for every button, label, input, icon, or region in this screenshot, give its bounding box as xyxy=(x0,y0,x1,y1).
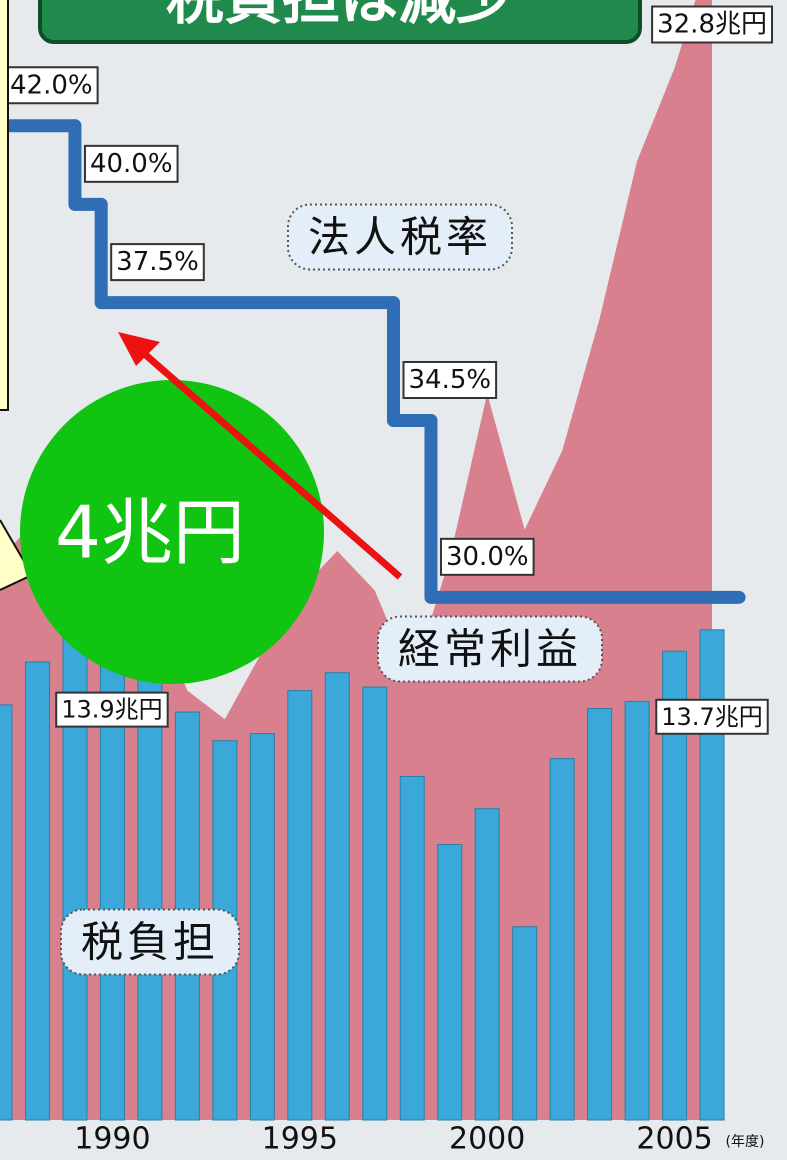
bar xyxy=(662,650,688,1121)
series-label: 経常利益 xyxy=(398,625,582,674)
series-label-box xyxy=(376,615,604,683)
chart-title: 税負担は減少 xyxy=(166,0,514,32)
bar xyxy=(24,661,50,1121)
bar-value-label: 13.7兆円 xyxy=(661,703,762,731)
area-value-label: 32.8兆円 xyxy=(657,10,767,40)
x-tick-label: 1990 xyxy=(74,1122,150,1157)
area-value-label-box xyxy=(651,5,774,44)
annotation-arrowhead xyxy=(118,332,160,366)
step-value-label: 37.5% xyxy=(116,247,199,277)
bar xyxy=(437,843,463,1121)
step-value-label-box xyxy=(439,537,535,576)
bar xyxy=(362,686,388,1121)
bar xyxy=(249,733,275,1121)
x-axis-label: (年度) xyxy=(726,1134,765,1150)
step-value-label: 34.5% xyxy=(409,365,492,395)
step-value-label: 40.0% xyxy=(90,149,173,179)
callout-box xyxy=(0,0,9,411)
bar-value-label: 13.9兆円 xyxy=(61,696,162,724)
series-label-box xyxy=(59,908,241,976)
series-label-box xyxy=(286,203,514,271)
x-tick-label: 2005 xyxy=(636,1122,712,1157)
series-label: 法人税率 xyxy=(308,213,492,262)
annotation-text: 4兆円 xyxy=(55,491,245,575)
bar xyxy=(587,707,613,1121)
x-tick-label: 1995 xyxy=(262,1122,338,1157)
bar xyxy=(474,808,500,1121)
bar xyxy=(287,690,313,1121)
series-label: 税負担 xyxy=(81,918,219,967)
step-value-label: 30.0% xyxy=(446,542,529,572)
bar xyxy=(549,758,575,1121)
bar xyxy=(624,700,650,1121)
step-value-label-box xyxy=(110,243,205,282)
overlay: 32.8兆円 13.9兆円 13.7兆円 4兆円 xyxy=(0,0,774,735)
step-value-label-box xyxy=(83,144,179,183)
bar xyxy=(324,672,350,1121)
step-value-label: 42.0% xyxy=(10,70,93,100)
annotation-arrow xyxy=(137,347,403,580)
bar xyxy=(399,775,425,1121)
bar xyxy=(0,704,13,1121)
annotation-circle xyxy=(20,380,324,684)
bar-value-label-box xyxy=(55,691,169,728)
bar xyxy=(699,629,725,1121)
bar-value-label-box xyxy=(655,698,769,735)
step-value-label-box xyxy=(402,360,498,399)
x-tick-label: 2000 xyxy=(449,1122,525,1157)
bar xyxy=(512,926,538,1121)
title-box xyxy=(38,0,642,44)
